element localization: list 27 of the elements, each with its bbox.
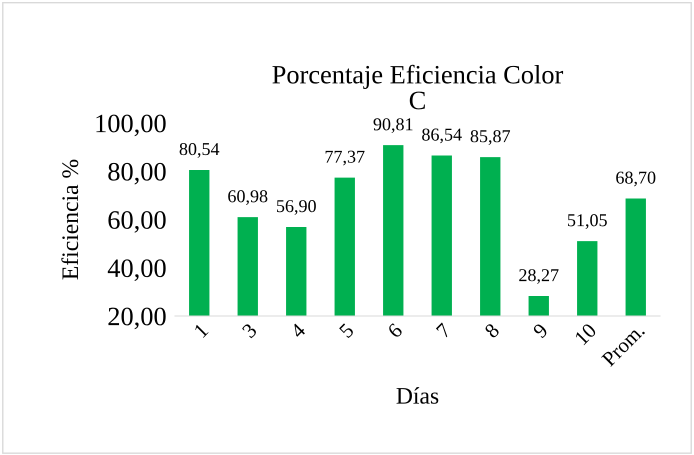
y-axis-title: Eficiencia %	[61, 160, 78, 280]
x-tick-label: 9	[532, 322, 549, 339]
y-tick-label: 100,00	[96, 114, 166, 136]
y-tick-label: 80,00	[108, 162, 166, 184]
data-label: 86,54	[422, 128, 462, 144]
data-label: 51,05	[568, 214, 607, 229]
data-label: 60,98	[228, 190, 268, 205]
x-tick-label: 7	[436, 322, 452, 338]
x-tick-label: 5	[338, 322, 355, 338]
x-tick-label: 1	[194, 322, 209, 338]
data-label: 28,27	[519, 269, 559, 284]
y-tick-label: 40,00	[108, 259, 166, 281]
data-label: 85,87	[470, 130, 510, 145]
data-label: 68,70	[616, 172, 656, 186]
x-tick-label: 6	[386, 322, 404, 339]
y-tick-label: 60,00	[108, 211, 166, 233]
data-label: 77,37	[326, 150, 365, 166]
chart-title: Porcentaje Eficiencia Color C	[272, 64, 564, 110]
y-tick-label: 20,00	[108, 308, 166, 330]
data-label: 56,90	[276, 200, 316, 215]
x-tick-label: 3	[242, 322, 258, 339]
data-label: 80,54	[180, 142, 220, 158]
data-label: 90,81	[374, 118, 412, 133]
x-axis-title: Días	[396, 387, 438, 404]
x-tick-label: 8	[484, 322, 500, 339]
x-tick-label: 4	[290, 322, 306, 339]
x-tick-label: 10	[574, 322, 598, 346]
